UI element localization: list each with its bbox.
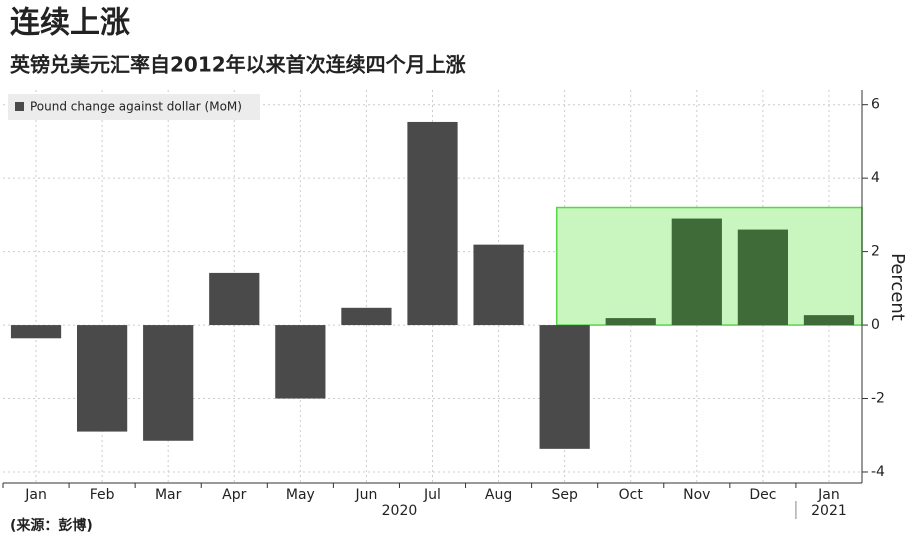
bar <box>473 244 524 326</box>
bar <box>77 325 128 432</box>
bar <box>605 318 656 326</box>
x-tick-label: Nov <box>683 487 710 503</box>
x-tick-label: Aug <box>485 487 512 503</box>
bar <box>143 325 194 441</box>
source: (来源：彭博) <box>10 517 93 534</box>
x-tick-label: Apr <box>222 487 246 503</box>
x-group-label: 2021 <box>811 503 847 519</box>
y-axis-label: Percent <box>887 253 908 321</box>
bar <box>10 325 62 339</box>
x-tick-label: Feb <box>90 487 115 503</box>
chart-title: 连续上涨 <box>10 6 130 41</box>
x-tick-label: Jun <box>354 487 377 503</box>
x-tick-label: Dec <box>749 487 776 503</box>
legend-swatch <box>15 102 24 111</box>
y-tick-label: -2 <box>871 391 885 407</box>
y-tick-label: -4 <box>871 464 885 480</box>
bar <box>209 272 260 326</box>
x-tick-label: Sep <box>551 487 578 503</box>
bar <box>407 121 458 326</box>
bar <box>539 325 590 449</box>
y-tick-label: 2 <box>871 244 880 260</box>
y-tick-label: 6 <box>871 97 880 113</box>
bar <box>803 315 855 326</box>
x-tick-label: Jul <box>423 487 441 503</box>
chart-subtitle: 英镑兑美元汇率自2012年以来首次连续四个月上涨 <box>10 53 466 77</box>
y-tick-label: 0 <box>871 317 880 333</box>
x-tick-label: Oct <box>619 487 644 503</box>
bar <box>737 229 788 326</box>
y-tick-label: 4 <box>871 170 880 186</box>
bar <box>275 325 326 399</box>
bar <box>341 307 392 326</box>
x-tick-label: Mar <box>155 487 182 503</box>
x-group-label: 2020 <box>382 503 418 519</box>
legend-box <box>8 94 260 120</box>
bar <box>671 218 722 326</box>
x-tick-label: Jan <box>817 487 840 503</box>
x-tick-label: Jan <box>24 487 47 503</box>
x-tick-label: May <box>286 487 315 503</box>
legend-label: Pound change against dollar (MoM) <box>30 100 242 114</box>
